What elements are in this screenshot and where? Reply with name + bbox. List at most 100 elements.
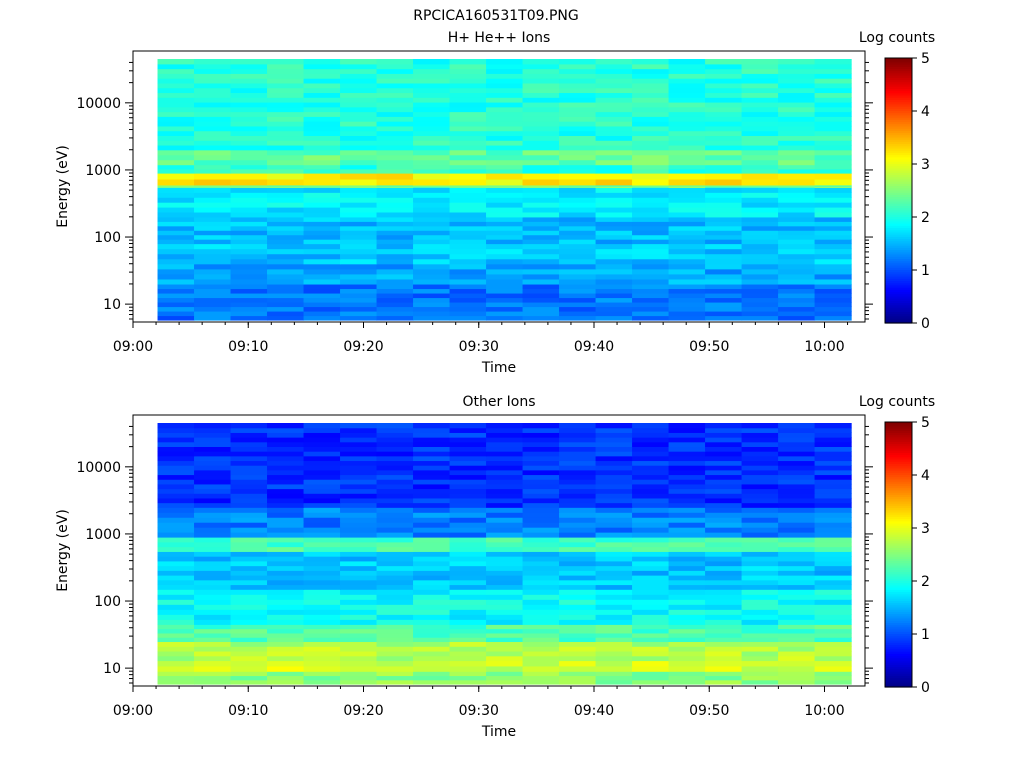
heatmap-cell — [522, 106, 560, 113]
heatmap-cell — [522, 92, 560, 98]
heatmap-cell — [340, 97, 378, 103]
heatmap-cell — [522, 73, 560, 79]
heatmap-cell — [376, 474, 414, 480]
heatmap-cell — [340, 502, 378, 508]
heatmap-cell — [559, 483, 597, 490]
heatmap-cell — [559, 589, 597, 595]
heatmap-cell — [778, 594, 816, 600]
colorbar-segment — [885, 205, 912, 209]
heatmap-cell — [267, 159, 305, 166]
heatmap-cell — [668, 579, 706, 586]
heatmap-cell — [814, 234, 852, 240]
heatmap-cell — [814, 679, 852, 685]
heatmap-cell — [559, 221, 597, 227]
heatmap-cell — [376, 73, 414, 79]
heatmap-cell — [741, 273, 779, 280]
heatmap-cell — [230, 101, 268, 108]
heatmap-cell — [194, 159, 232, 166]
heatmap-cell — [668, 493, 706, 499]
heatmap-cell — [595, 184, 633, 187]
heatmap-cell — [668, 541, 706, 548]
heatmap-cell — [157, 63, 195, 70]
colorbar-segment — [885, 645, 912, 648]
heatmap-cell — [595, 584, 633, 590]
heatmap-cell — [486, 68, 524, 74]
heatmap-cell — [230, 493, 268, 499]
heatmap-cell — [814, 660, 852, 667]
heatmap-cell — [668, 660, 706, 667]
heatmap-cell — [413, 512, 451, 518]
heatmap-cell — [595, 594, 633, 600]
heatmap-cell — [486, 483, 524, 490]
heatmap-cell — [376, 441, 414, 447]
heatmap-cell — [668, 671, 706, 677]
heatmap-cell — [194, 59, 232, 65]
heatmap-cell — [778, 599, 816, 605]
heatmap-cell — [303, 116, 341, 122]
colorbar-segment — [885, 254, 912, 258]
heatmap-cell — [340, 301, 378, 308]
heatmap-cell — [413, 140, 451, 146]
heatmap-cell — [741, 507, 779, 513]
colorbar-segment — [885, 93, 912, 97]
heatmap-cell — [814, 522, 852, 528]
heatmap-cell — [267, 111, 305, 117]
heatmap-cell — [230, 427, 268, 433]
heatmap-cell — [595, 437, 633, 443]
heatmap-cell — [741, 164, 779, 170]
heatmap-cell — [595, 273, 633, 280]
heatmap-cell — [413, 268, 451, 275]
heatmap-cell — [376, 184, 414, 187]
heatmap-cell — [595, 78, 633, 84]
colorbar-segment — [885, 60, 912, 64]
heatmap-cell — [157, 82, 195, 89]
heatmap-cell — [376, 451, 414, 457]
heatmap-cell — [376, 168, 414, 174]
heatmap-cell — [303, 537, 341, 543]
heatmap-cell — [449, 87, 487, 94]
heatmap-cell — [303, 423, 341, 429]
heatmap-cell — [340, 184, 378, 187]
heatmap-cell — [157, 301, 195, 308]
heatmap-cell — [778, 168, 816, 174]
heatmap-cell — [340, 253, 378, 260]
heatmap-cell — [705, 604, 743, 610]
heatmap-cell — [778, 221, 816, 227]
heatmap-cell — [449, 517, 487, 523]
heatmap-cell — [157, 154, 195, 161]
colorbar-segment — [885, 126, 912, 130]
heatmap-cell — [522, 570, 560, 576]
heatmap-cell — [194, 497, 232, 504]
heatmap-cell — [157, 637, 195, 643]
heatmap-cell — [595, 575, 633, 581]
heatmap-cell — [194, 221, 232, 227]
heatmap-cell — [303, 541, 341, 548]
heatmap-cell — [522, 216, 560, 222]
heatmap-cell — [595, 624, 633, 630]
heatmap-cell — [230, 239, 268, 245]
heatmap-cell — [778, 116, 816, 122]
heatmap-cell — [778, 671, 816, 677]
heatmap-cell — [559, 306, 597, 312]
colorbar-segment — [885, 97, 912, 101]
heatmap-cell — [705, 273, 743, 280]
colorbar-segment — [885, 124, 912, 128]
colorbar-segment — [885, 281, 912, 284]
heatmap-cell — [814, 63, 852, 70]
heatmap-cell — [303, 164, 341, 170]
heatmap-cell — [194, 537, 232, 543]
colorbar-segment — [885, 441, 912, 445]
heatmap-cell — [486, 197, 524, 203]
heatmap-cell — [157, 641, 195, 647]
heatmap-cell — [449, 192, 487, 198]
heatmap-cell — [814, 292, 852, 299]
heatmap-cell — [303, 427, 341, 433]
heatmap-cell — [486, 216, 524, 222]
heatmap-cell — [668, 140, 706, 146]
heatmap-cell — [303, 619, 341, 625]
heatmap-cell — [814, 159, 852, 166]
colorbar-segment — [885, 466, 912, 469]
colorbar-segment — [885, 592, 912, 595]
heatmap-cell — [267, 248, 305, 255]
